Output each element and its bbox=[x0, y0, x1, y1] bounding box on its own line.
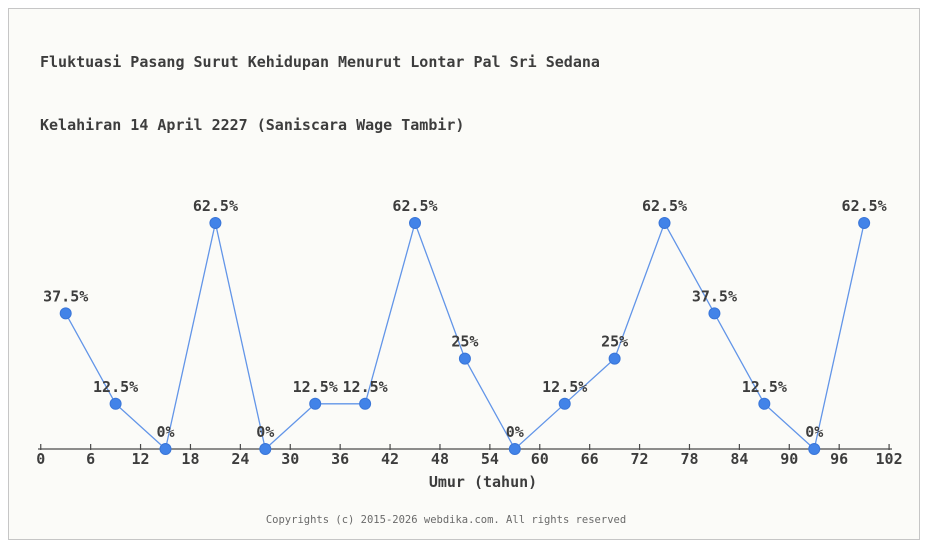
x-axis-tick-label: 72 bbox=[631, 450, 649, 468]
x-axis-tick-label: 96 bbox=[830, 450, 848, 468]
data-point bbox=[259, 443, 272, 455]
data-point bbox=[858, 217, 871, 229]
data-point bbox=[708, 307, 721, 320]
x-axis-tick-label: 30 bbox=[281, 450, 299, 468]
x-axis-tick-label: 90 bbox=[780, 450, 798, 468]
data-point bbox=[209, 217, 222, 229]
data-point bbox=[309, 397, 322, 410]
data-point-label: 12.5% bbox=[93, 378, 138, 396]
x-axis-tick-label: 0 bbox=[36, 450, 45, 468]
data-point-label: 62.5% bbox=[392, 197, 437, 215]
data-point-label: 12.5% bbox=[742, 378, 787, 396]
chart-title-line1: Fluktuasi Pasang Surut Kehidupan Menurut… bbox=[40, 53, 600, 71]
chart-title-line2: Kelahiran 14 April 2227 (Saniscara Wage … bbox=[40, 116, 465, 134]
data-point-label: 12.5% bbox=[293, 378, 338, 396]
data-point-label: 37.5% bbox=[692, 287, 737, 305]
data-point bbox=[658, 217, 671, 229]
data-point-label: 0% bbox=[156, 423, 174, 441]
x-axis-tick-label: 48 bbox=[431, 450, 449, 468]
x-axis-tick-label: 12 bbox=[132, 450, 150, 468]
x-axis-tick-label: 66 bbox=[581, 450, 599, 468]
data-point bbox=[508, 443, 521, 455]
data-point-label: 25% bbox=[451, 333, 478, 351]
x-axis-tick-label: 84 bbox=[730, 450, 748, 468]
data-point-label: 62.5% bbox=[842, 197, 887, 215]
data-point bbox=[109, 397, 122, 410]
data-point-label: 25% bbox=[601, 333, 628, 351]
x-axis-tick-label: 18 bbox=[181, 450, 199, 468]
data-point-label: 37.5% bbox=[43, 287, 88, 305]
chart-title: Fluktuasi Pasang Surut Kehidupan Menurut… bbox=[40, 10, 600, 157]
data-point bbox=[59, 307, 72, 320]
x-axis-tick-label: 24 bbox=[231, 450, 249, 468]
data-point bbox=[758, 397, 771, 410]
x-axis-tick-label: 78 bbox=[680, 450, 698, 468]
data-point-label: 12.5% bbox=[542, 378, 587, 396]
data-point bbox=[558, 397, 571, 410]
x-axis-tick-label: 102 bbox=[876, 450, 903, 468]
data-point-label: 12.5% bbox=[343, 378, 388, 396]
data-point bbox=[409, 217, 422, 229]
data-point-label: 0% bbox=[805, 423, 823, 441]
data-point bbox=[608, 352, 621, 365]
data-point-label: 62.5% bbox=[642, 197, 687, 215]
copyright-text: Copyrights (c) 2015-2026 webdika.com. Al… bbox=[265, 514, 627, 526]
x-axis-title: Umur (tahun) bbox=[428, 473, 538, 491]
data-point-label: 0% bbox=[506, 423, 524, 441]
data-point-label: 0% bbox=[256, 423, 274, 441]
data-point bbox=[458, 352, 471, 365]
x-axis-tick-label: 60 bbox=[531, 450, 549, 468]
data-point bbox=[808, 443, 821, 455]
x-axis-tick-label: 6 bbox=[86, 450, 95, 468]
data-point-label: 62.5% bbox=[193, 197, 238, 215]
data-point bbox=[359, 397, 372, 410]
x-axis-tick-label: 42 bbox=[381, 450, 399, 468]
x-axis-tick-label: 36 bbox=[331, 450, 349, 468]
x-axis-tick-label: 54 bbox=[481, 450, 499, 468]
data-point bbox=[159, 443, 172, 455]
